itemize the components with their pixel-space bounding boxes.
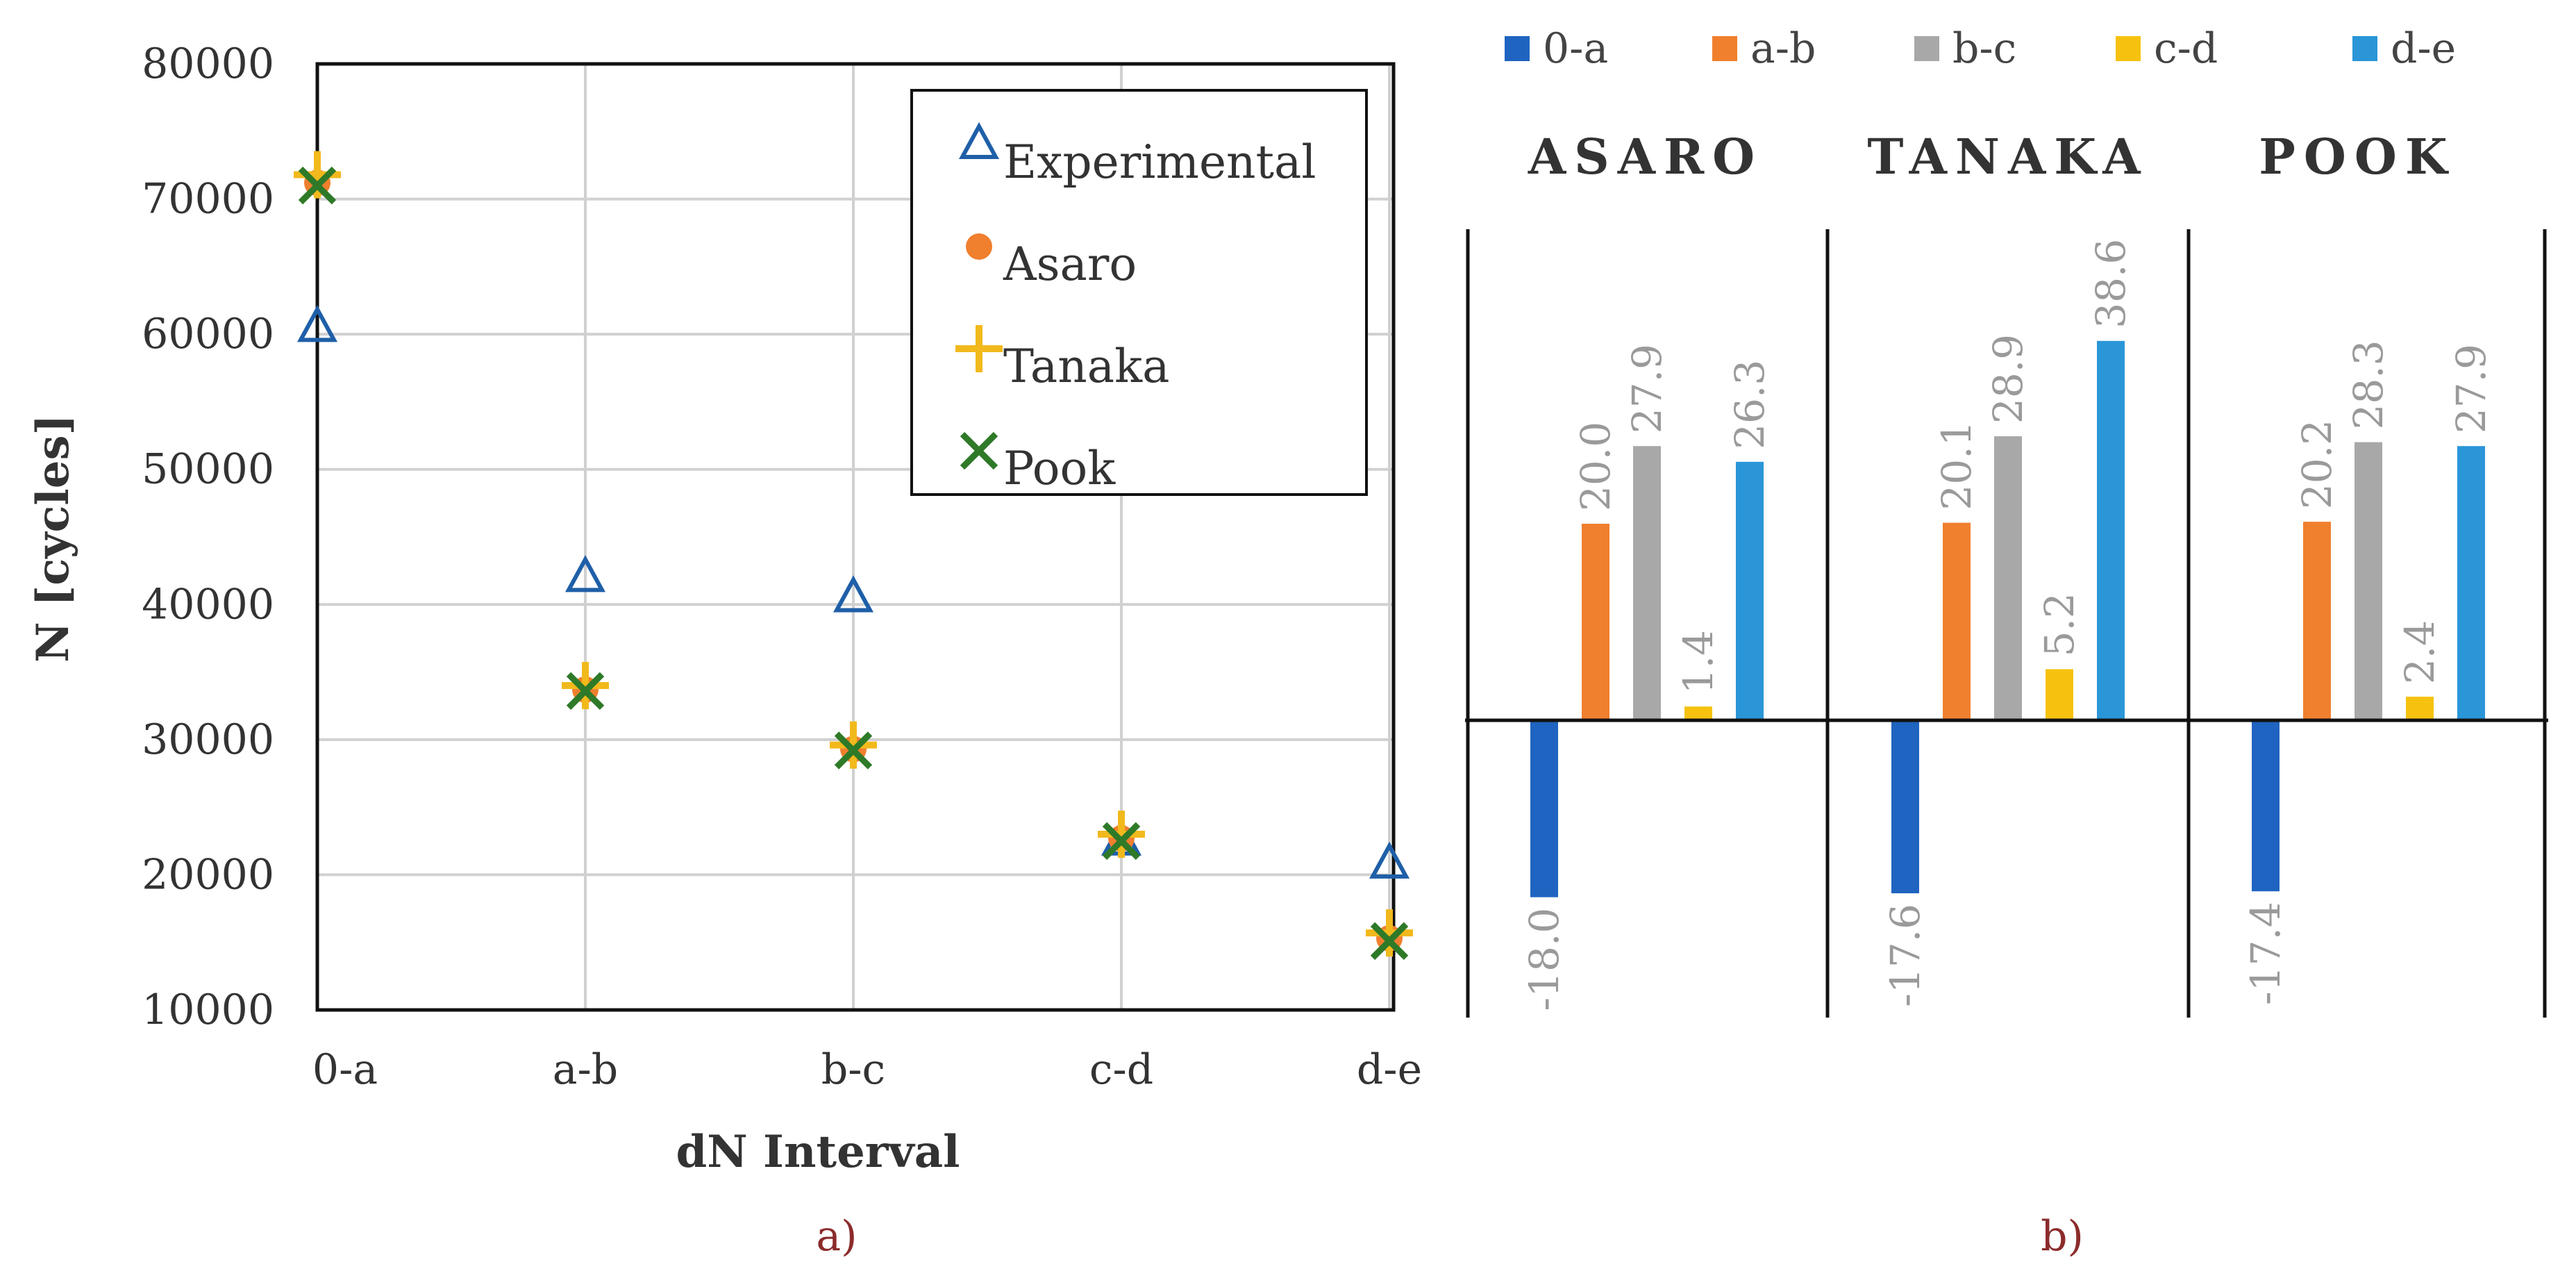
bar-tanaka-b-c [1994,436,2022,720]
bar-pook-0-a [2252,720,2280,892]
legend-label-pook: Pook [1003,442,1116,495]
group-title-pook: POOK [2259,128,2455,185]
legend-swatch-0-a [1505,36,1530,61]
point-pook-a-b [566,672,605,710]
legend-label-a-b: a-b [1750,24,1816,73]
legend-label-asaro: Asaro [1003,238,1137,291]
caption-a: a) [816,1212,857,1261]
bar-value-label: 2.4 [2396,620,2443,684]
bar-value-label: 20.1 [1933,420,1980,510]
bar-tanaka-d-e [2097,340,2125,720]
data-points [294,151,1413,960]
y-tick-label: 80000 [142,40,274,88]
group-title-asaro: ASARO [1528,128,1763,185]
x-tick-labels: 0-a a-b b-c c-d d-e [312,1045,1422,1094]
legend-swatch-a-b [1712,36,1737,61]
y-tick-label: 10000 [142,986,274,1034]
point-tanaka-0-a [294,151,341,199]
bar-value-label: 5.2 [2036,592,2083,656]
bar-value-label: 26.3 [1726,360,1773,449]
legend: Experimental Asaro Tanaka Pook [910,89,1368,496]
y-tick-label: 30000 [142,715,274,764]
bar-asaro-a-b [1582,524,1609,720]
legend-swatch-d-e [2352,36,2377,61]
bar-value-label: 27.9 [1623,344,1671,433]
x-axis-title: dN Interval [676,1126,960,1178]
legend-label-0-a: 0-a [1543,24,1608,73]
bar-asaro-0-a [1530,720,1558,897]
legend-swatch-b-c [1914,36,1939,61]
bar-asaro-b-c [1633,446,1661,720]
bar-tanaka-c-d [2046,669,2073,720]
bar-value-label: 20.0 [1572,422,1619,511]
caption-b: b) [2041,1212,2084,1261]
legend-marker-experimental [958,122,1000,159]
bar-value-label: 20.2 [2293,420,2341,509]
point-experimental-0-a [296,305,338,342]
bar-value-label: 28.9 [1984,334,2032,424]
legend-label-b-c: b-c [1952,24,2016,73]
x-tick-label: b-c [821,1045,885,1094]
bar-pook-d-e [2457,446,2485,720]
point-pook-b-c [834,731,873,770]
y-tick-label: 20000 [142,850,274,899]
point-experimental-d-e [1369,841,1410,879]
bar-pook-c-d [2406,697,2434,720]
group-dividers [1466,229,2547,1018]
y-tick-labels: 80000 70000 60000 50000 40000 30000 20000 10000 [142,40,274,1034]
legend-marker-pook [960,431,998,470]
point-pook-c-d [1102,822,1141,860]
point-experimental-b-c [833,575,874,613]
x-tick-label: c-d [1089,1045,1153,1094]
y-tick-label: 70000 [142,175,274,224]
x-tick-label: 0-a [312,1045,378,1094]
plot-area-border [315,62,1396,1012]
x-tick-label: a-b [553,1045,618,1094]
point-pook-d-e [1370,922,1409,960]
group-title-tanaka: TANAKA [1867,128,2148,185]
bar-asaro-d-e [1736,461,1764,720]
bar-value-label: 27.9 [2448,344,2495,433]
legend-marker-tanaka [955,325,1003,372]
legend-label-d-e: d-e [2391,24,2456,73]
legend-marker-asaro [966,233,992,260]
y-tick-label: 40000 [142,580,274,629]
bar-asaro-c-d [1684,706,1712,720]
legend-label-c-d: c-d [2154,24,2218,73]
point-tanaka-d-e [1366,909,1413,957]
legend-swatch-c-d [2116,36,2141,61]
legend-entries: Experimental Asaro Tanaka Pook [955,122,1316,495]
bar-chart: 0-a a-b b-c c-d d-e ASARO TANAKA POOK -18.0 20.… [1465,24,2548,1261]
bar-pook-a-b [2303,522,2331,720]
scatter-chart: 80000 70000 60000 50000 40000 30000 20000 10000… [27,40,1422,1261]
y-tick-label: 60000 [142,310,274,358]
bar-value-label: 1.4 [1675,630,1722,694]
bar-value-labels: -18.020.027.91.426.3-17.620.128.95.238.6… [1521,239,2495,1011]
bar-pook-b-c [2355,442,2382,720]
bar-tanaka-a-b [1943,522,1971,720]
bar-value-label: 28.3 [2345,340,2392,429]
y-tick-label: 50000 [142,445,274,494]
group-titles: ASARO TANAKA POOK [1528,128,2455,185]
bar-value-label: -17.4 [2242,902,2289,1005]
y-axis-title: N [cycles] [27,414,79,663]
legend-label-tanaka: Tanaka [1003,340,1169,393]
point-tanaka-b-c [830,721,877,769]
point-tanaka-a-b [562,662,609,710]
x-tick-label: d-e [1357,1045,1422,1094]
bar-tanaka-0-a [1891,720,1919,894]
bar-value-label: 38.6 [2087,239,2134,329]
bars [1530,340,2485,897]
point-pook-0-a [298,166,337,205]
legend-label-experimental: Experimental [1003,135,1316,189]
bar-value-label: -18.0 [1521,908,1568,1011]
bar-value-label: -17.6 [1882,904,1929,1007]
point-tanaka-c-d [1098,811,1145,859]
bar-legend: 0-a a-b b-c c-d d-e [1505,24,2456,73]
point-experimental-a-b [564,555,606,592]
